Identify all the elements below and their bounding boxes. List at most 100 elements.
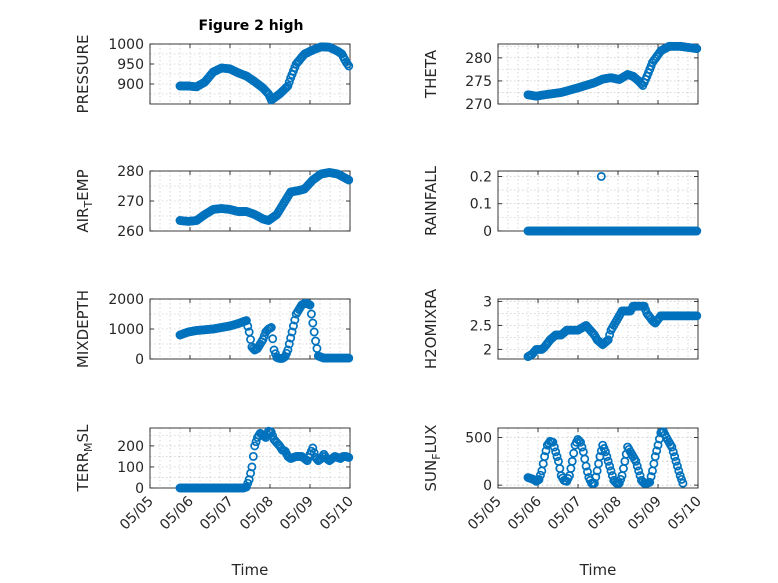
data-point bbox=[268, 334, 278, 344]
y-tick-label: 3 bbox=[483, 294, 492, 310]
y-axis-label: SUNFLUX bbox=[422, 425, 443, 492]
data-point bbox=[566, 464, 576, 473]
data-point bbox=[250, 441, 260, 451]
y-axis-label-part: SL bbox=[74, 424, 92, 443]
y-tick-label: 270 bbox=[117, 194, 144, 210]
y-tick-label: 0 bbox=[135, 352, 144, 368]
data-point bbox=[632, 461, 642, 471]
data-point bbox=[646, 472, 656, 482]
y-tick-label: 950 bbox=[117, 57, 144, 73]
data-point bbox=[534, 474, 544, 484]
data-point bbox=[248, 451, 258, 461]
y-axis-label: THETA bbox=[422, 49, 440, 99]
data-point bbox=[671, 456, 681, 466]
subplot-h2omixra: 2 2.5 3 H2OMIXRA bbox=[422, 288, 702, 369]
data-point bbox=[540, 452, 550, 462]
y-tick-label: 2.5 bbox=[470, 318, 492, 334]
x-tick-label: 05/05 bbox=[117, 494, 157, 534]
data-point bbox=[283, 345, 293, 355]
y-tick-label: 280 bbox=[465, 51, 492, 67]
data-point bbox=[344, 353, 354, 363]
data-point bbox=[246, 335, 255, 344]
subplot-rainfall: 0 0.1 0.2 RAINFALL bbox=[422, 165, 702, 240]
data-point bbox=[308, 318, 318, 328]
y-tick-label: 0.2 bbox=[470, 169, 492, 185]
data-point bbox=[541, 446, 551, 456]
y-tick-label: 0 bbox=[483, 478, 492, 494]
subplot-pressure: 900 950 1000 PRESSURE bbox=[74, 35, 354, 114]
data-point bbox=[672, 461, 682, 471]
y-tick-label: 275 bbox=[465, 74, 492, 90]
axes-box bbox=[497, 43, 699, 105]
y-axis-label-subscript: T bbox=[82, 201, 95, 209]
data-point bbox=[577, 442, 587, 452]
y-tick-label: 1000 bbox=[108, 322, 144, 338]
subplot-terr-msl: 0 100 200 05/05 05/06 05/07 05/08 05/09 05/10 TER… bbox=[74, 424, 357, 579]
data-point bbox=[601, 447, 610, 457]
data-point bbox=[605, 461, 615, 471]
data-point bbox=[548, 437, 558, 447]
data-point bbox=[603, 335, 613, 345]
x-tick-label: 05/07 bbox=[545, 494, 585, 534]
y-axis-label-part: TERR bbox=[74, 452, 92, 493]
data-point bbox=[312, 344, 322, 353]
y-axis-label: RAINFALL bbox=[422, 165, 440, 236]
data-point bbox=[536, 470, 545, 480]
subplot-sun-flux: 0 500 05/05 05/06 05/07 05/08 05/09 05/10 SUNFLU… bbox=[422, 425, 705, 579]
y-axis-label-subscript: F bbox=[430, 453, 443, 459]
data-point bbox=[284, 339, 294, 349]
subplot-mixdepth: 0 1000 2000 MIXDEPTH bbox=[74, 290, 354, 368]
data-point bbox=[670, 452, 680, 462]
x-tick-label: 05/10 bbox=[665, 494, 705, 534]
data-point bbox=[344, 61, 354, 71]
y-tick-label: 280 bbox=[117, 164, 144, 180]
y-tick-label: 100 bbox=[117, 460, 144, 476]
data-point bbox=[247, 462, 257, 472]
y-tick-label: 1000 bbox=[108, 37, 144, 53]
data-point bbox=[692, 226, 702, 236]
y-axis-label: AIRTEMP bbox=[74, 169, 95, 232]
subplot-air-temp: 260 270 280 AIRTEMP bbox=[74, 164, 354, 240]
x-tick-label: 05/07 bbox=[197, 494, 237, 534]
data-point bbox=[266, 323, 276, 332]
y-axis-label-part: EMP bbox=[74, 169, 92, 200]
data-point bbox=[305, 300, 315, 310]
data-point bbox=[668, 447, 678, 457]
data-point bbox=[580, 454, 590, 464]
x-tick-label: 05/10 bbox=[317, 494, 357, 534]
y-tick-label: 200 bbox=[117, 439, 144, 455]
x-tick-label: 05/05 bbox=[465, 494, 505, 534]
y-tick-label: 260 bbox=[117, 224, 144, 240]
y-axis-label: PRESSURE bbox=[74, 35, 92, 114]
y-axis-label-part: LUX bbox=[422, 425, 440, 454]
data-point bbox=[578, 447, 588, 457]
data-point bbox=[674, 466, 684, 476]
y-axis-label: TERRMSL bbox=[74, 424, 95, 493]
y-tick-label: 270 bbox=[465, 97, 492, 113]
figure-title: Figure 2 high bbox=[199, 18, 304, 34]
data-point bbox=[549, 442, 559, 452]
y-tick-label: 500 bbox=[465, 431, 492, 447]
data-point bbox=[596, 172, 606, 181]
y-axis-label-part: AIR bbox=[74, 208, 92, 233]
data-point bbox=[576, 437, 586, 447]
x-tick-label: 05/06 bbox=[157, 493, 197, 533]
data-point bbox=[243, 321, 253, 331]
data-point bbox=[645, 477, 655, 487]
data-point bbox=[308, 443, 318, 453]
axes-box bbox=[497, 427, 699, 489]
data-point bbox=[555, 464, 565, 473]
y-tick-label: 2 bbox=[483, 342, 492, 358]
x-tick-label: 05/06 bbox=[505, 493, 545, 533]
data-point bbox=[290, 315, 300, 325]
axes-box bbox=[497, 298, 699, 360]
data-point bbox=[583, 467, 592, 477]
axes-box bbox=[149, 43, 351, 105]
y-axis-label-part: SUN bbox=[422, 460, 440, 492]
data-point bbox=[581, 461, 591, 471]
data-point bbox=[602, 452, 612, 462]
data-point bbox=[344, 453, 354, 462]
data-point bbox=[667, 442, 677, 452]
y-axis-label: MIXDEPTH bbox=[74, 290, 92, 368]
x-axis-label: Time bbox=[579, 561, 617, 579]
